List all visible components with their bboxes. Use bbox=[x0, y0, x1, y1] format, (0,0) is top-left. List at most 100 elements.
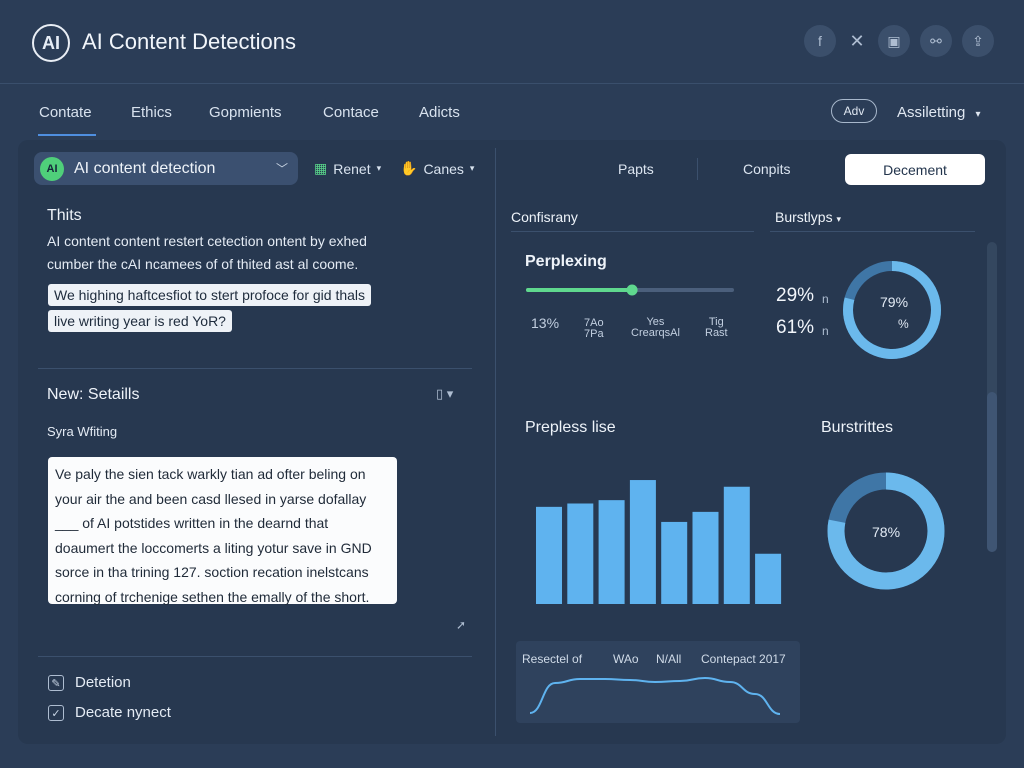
ai-badge-icon: AI bbox=[40, 156, 64, 181]
nav-tab-contace[interactable]: Contace bbox=[323, 104, 379, 121]
facebook-icon[interactable]: f bbox=[804, 25, 836, 57]
hand-icon: ✋ bbox=[400, 160, 418, 176]
tab-papts[interactable]: Papts bbox=[618, 161, 654, 177]
stat-unit: n bbox=[822, 324, 829, 338]
decate-option[interactable]: Decate nynect bbox=[75, 704, 171, 721]
mode-select[interactable]: AI AI content detection ﹀ bbox=[34, 152, 298, 185]
perplexity-title: Perplexing bbox=[525, 253, 607, 270]
nav-tab-gopmients[interactable]: Gopmients bbox=[209, 104, 282, 121]
column-underline bbox=[770, 231, 975, 232]
doc-line: doaumert the loccomerts a liting yotur s… bbox=[55, 539, 372, 556]
ring-slice-detected bbox=[827, 472, 945, 590]
stat-value: 29% bbox=[776, 285, 815, 306]
perplexity-label: 13% bbox=[531, 315, 560, 331]
trend-label: WAo bbox=[613, 652, 639, 666]
doc-line: ___ of AI potstides written in the dearn… bbox=[55, 515, 329, 531]
section-title: New: Setaills bbox=[47, 386, 140, 403]
perplexity-slider[interactable] bbox=[520, 280, 740, 300]
bar-1 bbox=[536, 506, 562, 604]
section-text-line: cumber the cAI ncamees of of thited ast … bbox=[47, 256, 359, 272]
canes-dropdown[interactable]: ✋ Canes ▾ bbox=[400, 160, 474, 177]
perplexity-bar-chart bbox=[536, 480, 782, 604]
section-text: AI content content restert cetection ont… bbox=[47, 230, 367, 276]
mode-select-label: AI content detection bbox=[74, 159, 216, 177]
burst-ring-title: Burstrittes bbox=[821, 419, 894, 436]
header-icon-bar: f ✕ ▣ ⚯ ⇪ bbox=[804, 25, 994, 57]
app-logo: AI bbox=[32, 24, 70, 62]
highlighted-text[interactable]: We highing haftcesfiot to stert profoce … bbox=[48, 284, 372, 306]
section-divider bbox=[38, 368, 472, 369]
edit-icon[interactable]: ✎ bbox=[48, 675, 64, 691]
assist-dropdown[interactable]: Assiletting ▾ bbox=[897, 104, 981, 121]
ring-center-unit: % bbox=[898, 317, 909, 331]
perplexity-label: Yes CrearqsAl bbox=[631, 316, 680, 339]
canes-label: Canes bbox=[423, 160, 464, 177]
column-underline bbox=[511, 231, 754, 232]
trend-label: Contepact 2017 bbox=[701, 652, 786, 666]
chevron-down-icon: ▾ bbox=[469, 163, 475, 173]
tab-separator bbox=[697, 158, 698, 180]
renet-dropdown[interactable]: ▦ Renet ▾ bbox=[314, 160, 381, 177]
link-icon[interactable]: ⚯ bbox=[920, 25, 952, 57]
chevron-down-icon: ▾ bbox=[975, 109, 981, 120]
detetion-option[interactable]: Detetion bbox=[75, 674, 131, 691]
detection-ring-chart bbox=[843, 261, 941, 359]
section-title: Thits bbox=[47, 207, 82, 224]
nav-tab-ethics[interactable]: Ethics bbox=[131, 104, 172, 121]
bar-6 bbox=[692, 511, 719, 604]
burstlyps-label: Burstlyps bbox=[775, 209, 833, 225]
burstiness-ring-chart bbox=[827, 472, 945, 590]
nav-tab-adicts[interactable]: Adicts bbox=[419, 104, 460, 121]
scrollbar-thumb[interactable] bbox=[987, 392, 997, 552]
document-text-box[interactable]: Ve paly the sien tack warkly tian ad oft… bbox=[48, 457, 397, 605]
slider-handle bbox=[626, 284, 638, 296]
check-icon[interactable]: ✓ bbox=[48, 705, 64, 721]
stat-unit: n bbox=[822, 292, 829, 306]
ring-center-label: 79% bbox=[880, 294, 909, 310]
app-title: AI Content Detections bbox=[82, 29, 297, 54]
bar-7 bbox=[723, 486, 750, 604]
highlighted-text[interactable]: live writing year is red YoR? bbox=[48, 310, 232, 332]
trend-line bbox=[529, 676, 781, 715]
renet-label: Renet bbox=[333, 160, 371, 177]
burstlyps-dropdown[interactable]: Burstlyps ▾ bbox=[775, 209, 841, 225]
assist-dropdown-label: Assiletting bbox=[897, 104, 966, 121]
ring-center-label: 78% bbox=[872, 524, 901, 540]
cursor-icon: ➚ bbox=[456, 618, 467, 632]
bar-3 bbox=[598, 500, 625, 604]
section-subtitle: Syra Wfiting bbox=[47, 424, 118, 439]
slider-fill bbox=[526, 288, 633, 292]
main-panel bbox=[18, 140, 1006, 744]
perplexity-label: 7Ao 7Pa bbox=[584, 317, 604, 340]
stat-value: 61% bbox=[776, 317, 815, 338]
tab-decement[interactable]: Decement bbox=[845, 154, 985, 185]
image-icon[interactable]: ▣ bbox=[878, 25, 910, 57]
grid-icon: ▦ bbox=[314, 160, 328, 176]
doc-line: your air the and been casd llesed in yar… bbox=[55, 490, 367, 507]
chevron-down-icon: ﹀ bbox=[275, 162, 288, 176]
column-title: Confisrany bbox=[511, 209, 578, 225]
bar-5 bbox=[661, 521, 688, 604]
share-icon[interactable]: ⇪ bbox=[962, 25, 994, 57]
doc-line: Ve paly the sien tack warkly tian ad oft… bbox=[55, 466, 366, 482]
bar-4 bbox=[629, 480, 656, 604]
panel-toggle-icon[interactable]: ▯ ▾ bbox=[436, 386, 454, 401]
section-text-line: AI content content restert cetection ont… bbox=[47, 233, 367, 249]
trend-line-chart bbox=[529, 676, 781, 715]
main-nav: Contate Ethics Gopmients Contace Adicts bbox=[0, 84, 1024, 138]
ring-slice-detected bbox=[843, 261, 941, 359]
adv-pill-button[interactable]: Adv bbox=[831, 99, 877, 123]
bar-2 bbox=[567, 503, 594, 604]
trend-label: Resectel of bbox=[522, 652, 583, 666]
chevron-down-icon: ▾ bbox=[376, 163, 382, 173]
chevron-down-icon: ▾ bbox=[836, 214, 841, 224]
doc-line: sorce in tha trining 127. soction recati… bbox=[55, 564, 369, 580]
active-tab-indicator bbox=[38, 134, 96, 136]
nav-tab-contate[interactable]: Contate bbox=[39, 104, 92, 121]
bars-title: Prepless lise bbox=[525, 419, 616, 436]
tab-conpits[interactable]: Conpits bbox=[743, 161, 791, 177]
section-divider bbox=[38, 656, 472, 657]
bar-8 bbox=[755, 553, 782, 604]
doc-line: corning of trchenige sethen the emally o… bbox=[55, 588, 370, 605]
x-close-icon[interactable]: ✕ bbox=[849, 30, 865, 51]
